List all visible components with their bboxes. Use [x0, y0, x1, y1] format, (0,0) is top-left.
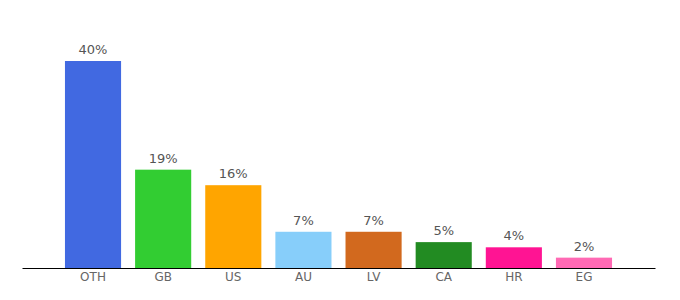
axis-line: [23, 268, 656, 269]
data-labels: 40% 19% 16% 7% 7% 5% 4% 2%: [79, 42, 595, 254]
data-label: 19%: [149, 151, 178, 166]
tick: HR: [505, 268, 522, 284]
tick-label: AU: [295, 270, 312, 284]
tick-label: GB: [154, 270, 172, 284]
tick-label: OTH: [80, 270, 106, 284]
data-label: 40%: [79, 42, 108, 57]
tick-label: US: [225, 270, 241, 284]
tick-label: EG: [576, 270, 593, 284]
tick: OTH: [80, 268, 106, 284]
bar: [65, 61, 121, 268]
bar: [416, 242, 472, 268]
tick: EG: [576, 268, 593, 284]
bar: [135, 170, 191, 268]
tick-label: HR: [505, 270, 522, 284]
bar: [346, 232, 402, 268]
bar: [275, 232, 331, 268]
tick: AU: [295, 268, 312, 284]
tick: LV: [367, 268, 381, 284]
bar: [205, 185, 261, 268]
bar: [556, 258, 612, 268]
tick: GB: [154, 268, 172, 284]
data-label: 5%: [433, 223, 454, 238]
x-axis: OTH GB US AU LV CA HR EG: [23, 268, 656, 284]
bars: [65, 61, 612, 268]
tick: US: [225, 268, 241, 284]
bar: [486, 247, 542, 268]
data-label: 16%: [219, 166, 248, 181]
data-label: 2%: [574, 239, 595, 254]
data-label: 7%: [293, 213, 314, 228]
chart: 40% 19% 16% 7% 7% 5% 4% 2% OTH GB US AU LV CA HR EG: [0, 0, 680, 300]
tick-label: LV: [367, 270, 381, 284]
tick: CA: [435, 268, 452, 284]
tick-label: CA: [435, 270, 452, 284]
data-label: 4%: [504, 228, 525, 243]
data-label: 7%: [363, 213, 384, 228]
